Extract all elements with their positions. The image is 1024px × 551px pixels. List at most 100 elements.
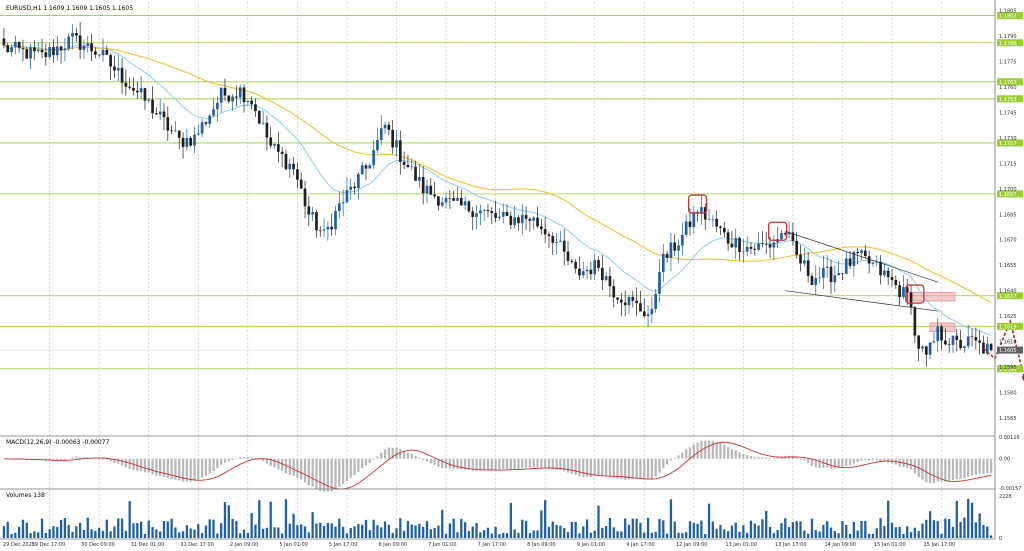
candle-body <box>242 87 246 103</box>
candle-body <box>932 341 936 343</box>
candle-body <box>433 194 436 197</box>
candle-body <box>440 202 444 206</box>
candle-body <box>2 38 6 46</box>
candle-body <box>898 285 901 298</box>
candle-body <box>791 232 795 241</box>
time-tick: 12 Jan 09:00 <box>676 542 708 548</box>
candle-body <box>951 335 955 345</box>
candle-body <box>844 258 848 274</box>
time-tick: 30 Dec 09:00 <box>81 542 115 548</box>
highlight-box <box>687 194 708 214</box>
candle-body <box>684 221 688 235</box>
candle-body <box>250 100 253 105</box>
moving-averages <box>3 44 992 336</box>
candle-body <box>383 124 387 129</box>
candle-body <box>513 217 516 225</box>
time-tick: 7 Jan 17:00 <box>478 542 506 548</box>
time-tick: 29 Dec 2025 <box>3 542 35 548</box>
candle-body <box>223 87 227 96</box>
candle-body <box>944 340 947 345</box>
candle-body <box>509 215 513 225</box>
level-tag <box>997 365 1023 373</box>
candle-body <box>970 336 974 337</box>
candle-body <box>890 277 894 281</box>
candle-body <box>406 164 410 167</box>
candle-body <box>311 212 314 215</box>
candle-body <box>734 237 738 248</box>
candle-body <box>654 293 658 309</box>
candle-body <box>955 335 959 340</box>
candle-body <box>395 140 398 148</box>
candle-body <box>616 297 619 300</box>
candle-body <box>902 287 905 298</box>
candle-body <box>456 197 459 201</box>
candle-body <box>589 269 593 275</box>
candle-body <box>688 221 692 227</box>
candle-body <box>555 241 558 243</box>
candle-body <box>162 111 166 118</box>
candle-body <box>90 43 93 52</box>
candle-body <box>650 308 654 315</box>
time-tick: 5 Jan 17:00 <box>329 542 357 548</box>
candle-body <box>376 139 379 151</box>
candle-body <box>559 240 562 242</box>
candle-body <box>722 227 726 233</box>
macd-tick: 0.00116 <box>999 435 1020 441</box>
candle-body <box>620 299 623 303</box>
candle-body <box>36 49 40 52</box>
candle-body <box>822 267 825 278</box>
grid-lines <box>49 2 942 538</box>
time-tick: 5 Jan 01:00 <box>279 542 307 548</box>
candle-body <box>326 226 330 230</box>
candles <box>2 22 993 367</box>
level-label: 1.1786 <box>999 41 1017 47</box>
level-tag <box>997 190 1023 198</box>
candle-body <box>391 129 395 148</box>
price-tick: 1.1565 <box>999 416 1017 422</box>
candle-body <box>593 260 597 275</box>
candle-body <box>772 242 776 248</box>
candle-body <box>520 215 524 224</box>
candle-body <box>627 296 631 306</box>
channel-lower-line <box>785 290 939 312</box>
candle-body <box>322 229 326 231</box>
level-tag <box>997 322 1023 330</box>
candle-body <box>875 261 879 263</box>
candle-body <box>185 138 189 147</box>
candle-body <box>273 144 276 146</box>
candle-body <box>116 67 120 71</box>
candle-body <box>280 151 284 154</box>
volume-tick: 2228 <box>999 494 1012 500</box>
candle-body <box>498 216 501 218</box>
candle-body <box>257 111 261 124</box>
candle-body <box>860 250 863 254</box>
candle-body <box>974 336 978 341</box>
candle-body <box>139 88 143 93</box>
candle-body <box>463 201 467 206</box>
candle-body <box>966 336 970 347</box>
candle-body <box>307 206 311 215</box>
candle-body <box>471 211 475 217</box>
candle-body <box>852 251 856 266</box>
candle-body <box>277 144 280 152</box>
time-tick: 13 Jan 17:00 <box>775 542 807 548</box>
level-tag <box>997 39 1023 47</box>
candle-body <box>917 335 921 349</box>
time-tick: 13 Jan 01:00 <box>725 542 757 548</box>
volume-label: Volumes 138 <box>6 492 45 499</box>
candle-body <box>459 197 463 206</box>
candle-body <box>155 113 158 115</box>
candle-body <box>10 47 13 53</box>
candle-body <box>425 185 429 194</box>
candle-body <box>196 133 200 135</box>
candle-body <box>574 261 577 269</box>
candle-body <box>128 86 132 88</box>
candle-body <box>78 35 82 50</box>
candle-body <box>886 270 890 278</box>
candle-body <box>753 248 757 250</box>
candle-body <box>562 240 566 252</box>
candle-body <box>334 211 337 230</box>
price-tick: 1.1760 <box>999 85 1017 91</box>
candle-body <box>795 240 799 255</box>
